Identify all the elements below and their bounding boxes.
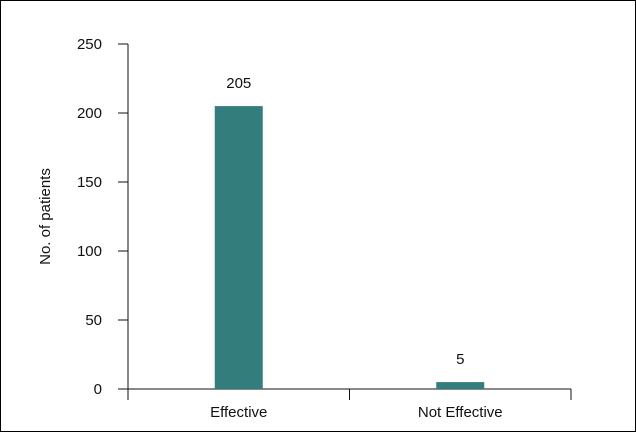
y-tick-label: 100 [77,243,102,260]
bars [214,106,485,389]
x-axis: Effective Not Effective [127,388,572,421]
bar-not-effective [436,382,485,389]
data-label: 5 [456,351,464,368]
y-axis-title: No. of patients [37,168,54,265]
y-tick-label: 250 [77,36,102,53]
y-axis: 0 50 100 150 200 250 [77,36,129,398]
y-tick-label: 0 [94,381,102,398]
y-tick-label: 200 [77,105,102,122]
x-tick-label: Not Effective [418,404,503,421]
y-tick-label: 50 [85,312,102,329]
data-label: 205 [226,75,251,92]
y-tick-label: 150 [77,174,102,191]
x-tick-label: Effective [210,404,267,421]
bar-effective [214,106,263,389]
